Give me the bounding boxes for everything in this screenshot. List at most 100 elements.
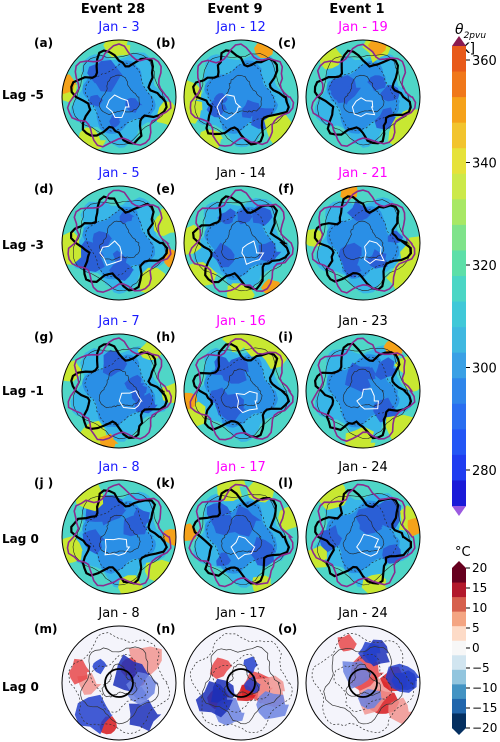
temperature-colorbar-segment bbox=[452, 713, 466, 729]
panel-letter: (a) bbox=[34, 36, 54, 50]
panel-letter: (g) bbox=[34, 330, 54, 344]
panel-date-title: Jan - 8 bbox=[98, 606, 140, 621]
temperature-colorbar-segment bbox=[452, 684, 466, 700]
panel-date-title: Jan - 19 bbox=[338, 20, 388, 35]
temperature-anomaly-map-panel bbox=[183, 625, 299, 741]
temperature-colorbar-segment bbox=[452, 611, 466, 627]
theta-colorbar-tick-label: 340 bbox=[472, 157, 497, 172]
theta-colorbar-bottom-extension bbox=[452, 506, 466, 516]
theta-colorbar-segment bbox=[452, 46, 466, 73]
temperature-colorbar-tick-label: −5 bbox=[472, 661, 490, 675]
temperature-colorbar-segment bbox=[452, 568, 466, 584]
panel-date-title: Jan - 3 bbox=[98, 20, 140, 35]
theta-colorbar-segment bbox=[452, 454, 466, 481]
panel-letter: (o) bbox=[278, 622, 298, 636]
panel-letter: (d) bbox=[34, 182, 54, 196]
temperature-colorbar-tick-label: 15 bbox=[472, 581, 487, 595]
temperature-colorbar-tick-label: 10 bbox=[472, 601, 487, 615]
theta-map-panel bbox=[305, 39, 421, 155]
panel-date-title: Jan - 21 bbox=[338, 166, 388, 181]
temperature-colorbar-segment bbox=[452, 640, 466, 656]
temperature-colorbar-bottom-extension bbox=[452, 728, 466, 735]
theta-map-panel bbox=[183, 39, 299, 155]
temperature-anomaly-map-panel bbox=[305, 625, 421, 741]
panel-letter: (b) bbox=[156, 36, 176, 50]
theta-map-panel bbox=[61, 333, 177, 449]
temperature-colorbar-segment bbox=[452, 669, 466, 685]
theta-colorbar-segment bbox=[452, 148, 466, 175]
temperature-colorbar-segment bbox=[452, 626, 466, 642]
theta-colorbar-tick-label: 320 bbox=[472, 259, 497, 274]
temperature-colorbar-tick-label: −15 bbox=[472, 701, 497, 715]
temperature-colorbar-segment bbox=[452, 655, 466, 671]
row-label-lag-minus-5: Lag -5 bbox=[2, 88, 44, 102]
theta-colorbar-segment bbox=[452, 327, 466, 354]
theta-colorbar-segment bbox=[452, 480, 466, 507]
temperature-colorbar-tick-label: 5 bbox=[472, 621, 480, 635]
theta-map-panel bbox=[183, 479, 299, 595]
theta-colorbar-segment bbox=[452, 403, 466, 430]
panel-letter: (n) bbox=[156, 622, 176, 636]
panel-letter: (l) bbox=[278, 476, 294, 490]
panel-date-title: Jan - 24 bbox=[338, 460, 388, 475]
panel-letter: (e) bbox=[156, 182, 176, 196]
column-header-event-9: Event 9 bbox=[207, 2, 263, 17]
temperature-colorbar-segment bbox=[452, 698, 466, 714]
theta-map-panel bbox=[305, 333, 421, 449]
panel-letter: (c) bbox=[278, 36, 297, 50]
theta-colorbar-segment bbox=[452, 429, 466, 456]
temperature-colorbar: 20 15 10 5 0 −5 −10 −15 −20 bbox=[452, 561, 497, 735]
theta-colorbar-segment bbox=[452, 378, 466, 405]
panel-letter: (f) bbox=[278, 182, 295, 196]
panel-date-title: Jan - 17 bbox=[216, 460, 266, 475]
panel-date-title: Jan - 23 bbox=[338, 314, 388, 329]
theta-colorbar-segment bbox=[452, 122, 466, 149]
panel-date-title: Jan - 12 bbox=[216, 20, 266, 35]
row-label-lag-minus-1: Lag -1 bbox=[2, 384, 44, 398]
temperature-colorbar-tick-label: 20 bbox=[472, 561, 487, 575]
temperature-colorbar-segment bbox=[452, 582, 466, 598]
theta-colorbar-segment bbox=[452, 250, 466, 277]
temperature-anomaly-map-panel bbox=[61, 625, 177, 741]
panel-letter: (h) bbox=[156, 330, 176, 344]
row-label-lag-0: Lag 0 bbox=[2, 532, 39, 546]
temperature-colorbar-tick-label: −20 bbox=[472, 721, 497, 735]
theta-colorbar-segment bbox=[452, 352, 466, 379]
theta-colorbar-tick-label: 300 bbox=[472, 362, 497, 377]
theta-colorbar-segment bbox=[452, 71, 466, 98]
panel-date-title: Jan - 17 bbox=[216, 606, 266, 621]
theta-map-panel bbox=[61, 39, 177, 155]
row-label-lag-0-temperature: Lag 0 bbox=[2, 680, 39, 694]
column-header-event-28: Event 28 bbox=[80, 2, 146, 17]
panel-letter: (i) bbox=[278, 330, 294, 344]
theta-symbol: θ bbox=[455, 22, 464, 38]
panel-letter: (m) bbox=[34, 622, 58, 636]
theta-map-panel bbox=[305, 185, 421, 301]
column-header-event-1: Event 1 bbox=[329, 2, 385, 17]
theta-map-panel bbox=[61, 479, 177, 595]
theta-map-panel bbox=[61, 185, 177, 301]
theta-colorbar: 360 340 320 300 280 bbox=[452, 36, 497, 516]
theta-map-panel bbox=[183, 333, 299, 449]
theta-colorbar-segment bbox=[452, 173, 466, 200]
theta-map-panel bbox=[305, 479, 421, 595]
panel-letter: (j ) bbox=[34, 476, 54, 490]
panel-date-title: Jan - 5 bbox=[98, 166, 140, 181]
theta-map-panel bbox=[183, 185, 299, 301]
temperature-colorbar-tick-label: −10 bbox=[472, 681, 497, 695]
theta-colorbar-tick-label: 360 bbox=[472, 54, 497, 69]
theta-colorbar-segment bbox=[452, 199, 466, 226]
theta-subscript: 2pvu bbox=[463, 30, 487, 41]
theta-colorbar-segment bbox=[452, 276, 466, 303]
theta-colorbar-tick-label: 280 bbox=[472, 464, 497, 479]
panel-date-title: Jan - 16 bbox=[216, 314, 266, 329]
panel-letter: (k) bbox=[156, 476, 175, 490]
theta-colorbar-segment bbox=[452, 301, 466, 328]
temperature-colorbar-tick-label: 0 bbox=[472, 641, 480, 655]
theta-colorbar-top-extension bbox=[452, 36, 466, 46]
temperature-colorbar-segment bbox=[452, 597, 466, 613]
panel-date-title: Jan - 8 bbox=[98, 460, 140, 475]
panel-date-title: Jan - 14 bbox=[216, 166, 266, 181]
panel-date-title: Jan - 24 bbox=[338, 606, 388, 621]
temperature-colorbar-label: °C bbox=[455, 545, 471, 560]
